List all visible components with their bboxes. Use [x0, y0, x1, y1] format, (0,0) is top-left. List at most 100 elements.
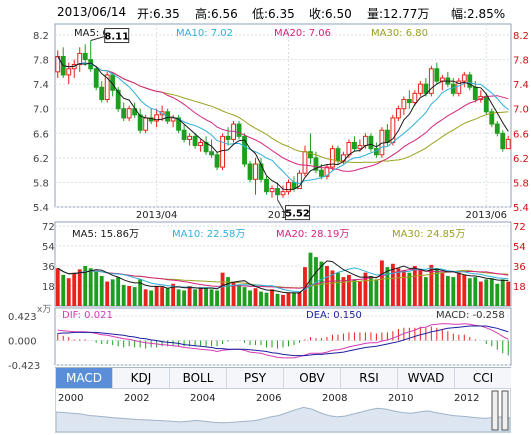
volume-bar [423, 277, 428, 306]
volume-bar [88, 268, 93, 306]
volume-bar [176, 289, 181, 306]
candle-body [335, 148, 341, 162]
volume-bar [110, 279, 115, 306]
volume-bar [297, 291, 302, 306]
volume-bar [341, 277, 346, 306]
quote-header: 2013/06/14 开:6.35 高:6.56 低:6.35 收:6.50 量… [0, 0, 531, 24]
candle-body [220, 135, 225, 168]
tab-kdj[interactable]: KDJ [112, 368, 169, 388]
candle-body [351, 142, 357, 150]
volume-bar [209, 289, 214, 306]
volume-bar [231, 281, 236, 306]
timeline-year-label: 2008 [322, 393, 347, 404]
timeline-handle-left [491, 390, 499, 431]
volume-tick-left: 54 [42, 242, 55, 253]
volume-bar [286, 292, 291, 306]
candle-body [77, 52, 83, 65]
volume-bar [248, 290, 252, 306]
tab-macd[interactable]: MACD [55, 368, 112, 388]
candle-body [456, 80, 462, 94]
volume-bar [357, 281, 362, 306]
macd-tick-left: 0.423 [8, 312, 37, 323]
volume-bar [440, 272, 445, 306]
quote-close: 收:6.50 [309, 7, 352, 21]
candle-body [489, 111, 495, 125]
candle-body [242, 135, 247, 165]
timeline-year-label: 2006 [256, 393, 281, 404]
tab-psy[interactable]: PSY [226, 368, 283, 388]
volume-bar [500, 279, 505, 306]
candle-body [450, 83, 456, 94]
history-timeline[interactable]: 2000 2002 2004 2006 2008 2010 2012 [55, 388, 511, 433]
candle-body [137, 114, 143, 131]
tab-wvad[interactable]: WVAD [397, 368, 454, 388]
volume-ma20-line [57, 267, 509, 289]
volume-bar [379, 260, 384, 306]
candle-body [280, 191, 286, 196]
indicator-tabs: MACD KDJ BOLL PSY OBV RSI WVAD CCI [55, 367, 511, 389]
timeline-year-label: 2000 [58, 393, 83, 404]
volume-bar [473, 277, 478, 306]
volume-tick-right: 54 [513, 242, 526, 253]
volume-bar [264, 292, 269, 306]
volume-bar [72, 272, 77, 306]
timeline-year-label: 2012 [454, 393, 479, 404]
candle-body [319, 169, 324, 177]
candle-body [308, 151, 313, 159]
volume-bar [445, 276, 450, 306]
price-ma5-line [57, 56, 509, 191]
candle-body [291, 181, 297, 190]
volume-bar [132, 287, 137, 306]
volume-bar [325, 266, 329, 306]
volume-bar [330, 270, 335, 306]
volume-bar [259, 291, 263, 306]
candle-body [104, 74, 110, 101]
candle-body [253, 163, 258, 180]
volume-bar [275, 293, 280, 306]
quote-high: 高:6.56 [195, 7, 238, 21]
volume-bar [220, 272, 225, 306]
candle-body [192, 135, 198, 147]
volume-bar [99, 276, 104, 306]
candle-body [368, 135, 374, 150]
candle-body [412, 92, 418, 104]
candle-body [154, 114, 160, 122]
volume-bar [198, 287, 203, 306]
tab-cci[interactable]: CCI [454, 368, 511, 388]
tab-rsi[interactable]: RSI [340, 368, 397, 388]
volume-tick-right: 72 [513, 222, 526, 233]
price-tick-left: 6.2 [33, 154, 49, 165]
volume-bar [77, 269, 82, 306]
volume-bar [292, 292, 296, 306]
annotation-box [104, 28, 130, 44]
tab-boll[interactable]: BOLL [169, 368, 226, 388]
price-ma20-line [57, 56, 509, 172]
macd-tick-left: 0.000 [8, 337, 37, 348]
candle-body [275, 188, 280, 196]
candle-body [225, 135, 231, 140]
price-ma-label: MA5: 6.69 [74, 28, 125, 39]
volume-bar [127, 286, 132, 306]
price-tick-right: 5.4 [513, 203, 529, 214]
candle-body [82, 52, 88, 61]
date-tick-label: 2013/04 [136, 210, 178, 221]
candle-body [428, 68, 434, 94]
volume-bar [390, 263, 395, 306]
price-tick-left: 8.2 [33, 31, 49, 42]
volume-bar [270, 289, 274, 306]
volume-tick-left: 36 [42, 262, 55, 273]
volume-bar [401, 270, 406, 306]
price-tick-left: 7.0 [33, 105, 49, 116]
volume-bar [94, 271, 99, 306]
tab-obv[interactable]: OBV [283, 368, 340, 388]
annotation-leader [277, 199, 286, 214]
volume-tick-left: 72 [42, 222, 55, 233]
candle-body [247, 163, 253, 180]
volume-bar [368, 276, 373, 306]
volume-ma-label: MA20: 28.19万 [276, 229, 349, 240]
candle-body [176, 117, 182, 131]
volume-bar [489, 278, 494, 306]
volume-bar [160, 287, 165, 306]
price-tick-right: 7.4 [513, 80, 529, 91]
